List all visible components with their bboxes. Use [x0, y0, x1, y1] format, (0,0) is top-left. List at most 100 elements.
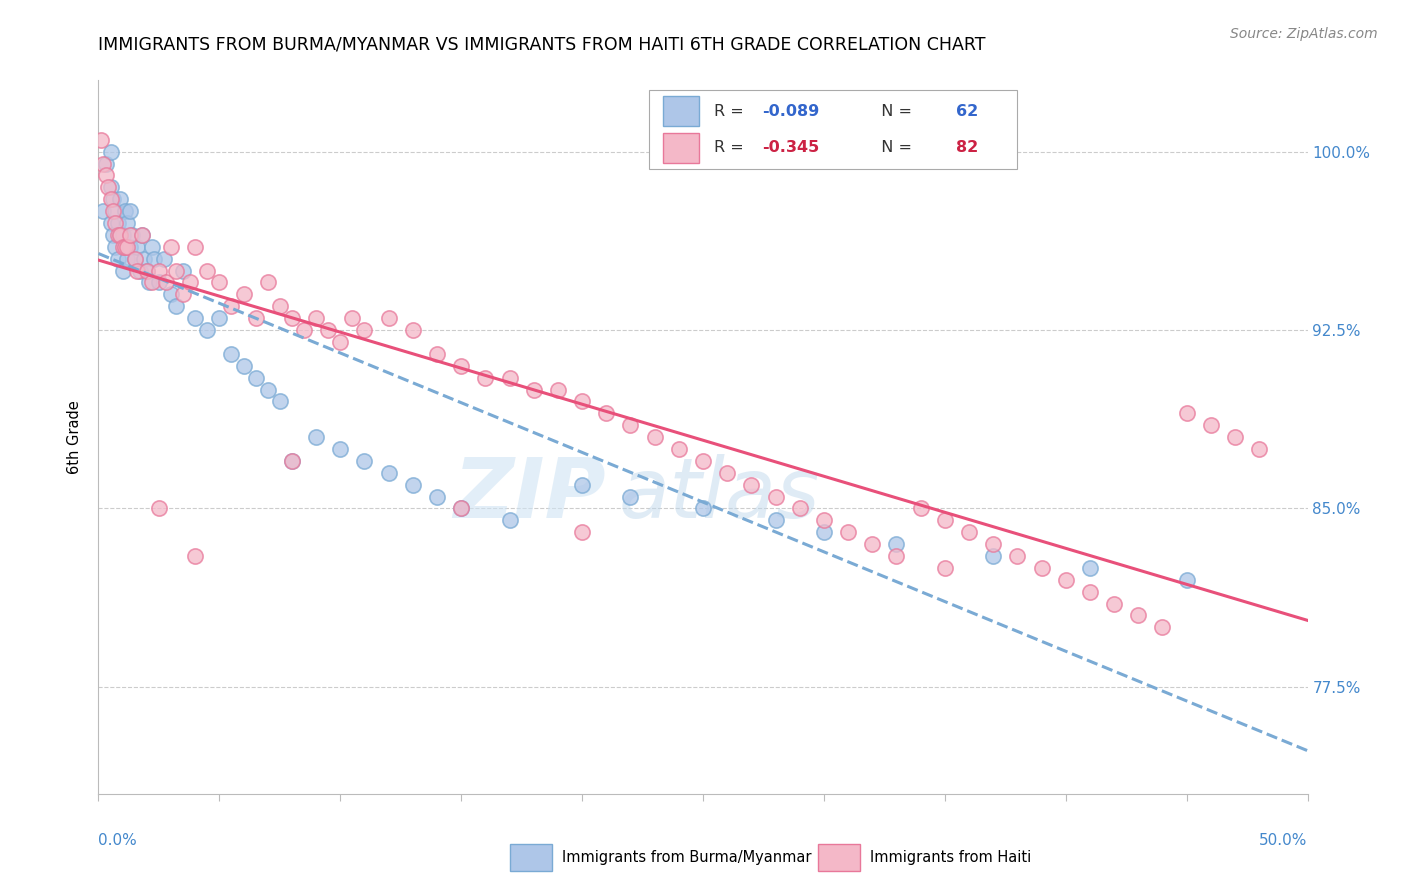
- Point: [114, 240, 136, 254]
- Text: 0.0%: 0.0%: [98, 833, 138, 848]
- Point: [117, 216, 139, 230]
- Point: [179, 276, 201, 290]
- Point: [172, 263, 194, 277]
- Point: [813, 525, 835, 540]
- Point: [450, 501, 472, 516]
- Point: [1175, 406, 1198, 420]
- Point: [107, 227, 129, 242]
- Text: 82: 82: [956, 140, 979, 155]
- Point: [232, 359, 254, 373]
- Point: [269, 299, 291, 313]
- Text: -0.345: -0.345: [762, 140, 820, 155]
- Point: [329, 442, 352, 456]
- Point: [281, 311, 304, 326]
- Point: [571, 525, 593, 540]
- Point: [165, 299, 187, 313]
- Point: [195, 323, 218, 337]
- FancyBboxPatch shape: [818, 844, 860, 871]
- Point: [837, 525, 859, 540]
- Point: [155, 276, 177, 290]
- Point: [571, 477, 593, 491]
- Point: [172, 287, 194, 301]
- Point: [245, 311, 267, 326]
- Point: [208, 311, 231, 326]
- Point: [981, 537, 1004, 551]
- Point: [1054, 573, 1077, 587]
- Point: [114, 240, 136, 254]
- Point: [104, 240, 127, 254]
- Point: [571, 394, 593, 409]
- Point: [208, 276, 231, 290]
- Point: [141, 240, 163, 254]
- Point: [111, 263, 134, 277]
- Point: [107, 216, 129, 230]
- Point: [281, 454, 304, 468]
- Text: Immigrants from Haiti: Immigrants from Haiti: [870, 850, 1031, 865]
- Text: 50.0%: 50.0%: [1260, 833, 1308, 848]
- Point: [595, 406, 617, 420]
- Point: [353, 323, 375, 337]
- Point: [184, 240, 207, 254]
- Point: [450, 359, 472, 373]
- Text: N =: N =: [872, 103, 917, 119]
- Point: [131, 227, 153, 242]
- Point: [90, 133, 112, 147]
- Point: [813, 513, 835, 527]
- Text: R =: R =: [714, 103, 749, 119]
- Point: [143, 252, 166, 266]
- Point: [305, 311, 328, 326]
- Point: [716, 466, 738, 480]
- Point: [860, 537, 883, 551]
- Point: [426, 347, 449, 361]
- Point: [1102, 597, 1125, 611]
- Point: [886, 549, 908, 563]
- Point: [934, 561, 956, 575]
- Point: [1128, 608, 1150, 623]
- Point: [107, 252, 129, 266]
- Point: [1007, 549, 1029, 563]
- Point: [886, 537, 908, 551]
- Point: [377, 311, 399, 326]
- Text: N =: N =: [872, 140, 917, 155]
- Point: [474, 370, 496, 384]
- Text: Immigrants from Burma/Myanmar: Immigrants from Burma/Myanmar: [561, 850, 811, 865]
- Point: [114, 204, 136, 219]
- Point: [256, 276, 278, 290]
- Point: [127, 263, 149, 277]
- Point: [91, 204, 114, 219]
- Point: [111, 240, 134, 254]
- Point: [101, 204, 124, 219]
- FancyBboxPatch shape: [664, 133, 699, 163]
- Text: atlas: atlas: [619, 454, 820, 534]
- Point: [100, 180, 122, 194]
- Point: [281, 454, 304, 468]
- Point: [117, 240, 139, 254]
- Point: [402, 477, 425, 491]
- Point: [135, 263, 157, 277]
- Point: [232, 287, 254, 301]
- Point: [184, 311, 207, 326]
- Point: [256, 383, 278, 397]
- Point: [1031, 561, 1053, 575]
- Point: [124, 252, 146, 266]
- Point: [148, 263, 170, 277]
- Point: [152, 252, 174, 266]
- Point: [118, 227, 141, 242]
- Point: [131, 227, 153, 242]
- Point: [644, 430, 666, 444]
- Point: [498, 513, 520, 527]
- Point: [111, 227, 134, 242]
- Point: [329, 334, 352, 349]
- Text: Source: ZipAtlas.com: Source: ZipAtlas.com: [1230, 27, 1378, 41]
- Text: ZIP: ZIP: [454, 454, 606, 534]
- Point: [305, 430, 328, 444]
- Point: [101, 227, 124, 242]
- Point: [124, 252, 146, 266]
- Point: [957, 525, 980, 540]
- Point: [377, 466, 399, 480]
- Point: [221, 347, 243, 361]
- Point: [148, 276, 170, 290]
- Point: [94, 156, 117, 170]
- Point: [118, 240, 141, 254]
- Point: [118, 204, 141, 219]
